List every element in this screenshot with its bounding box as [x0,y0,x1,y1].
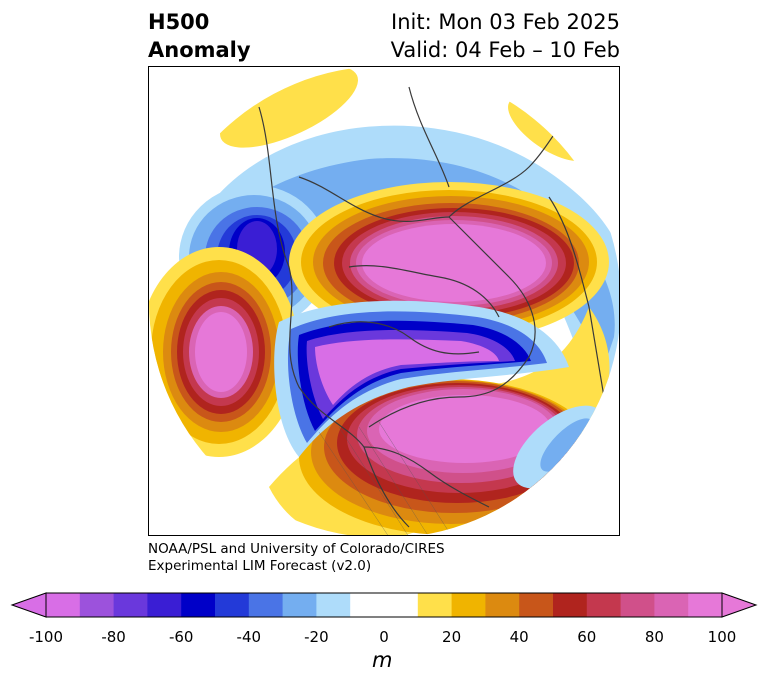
colorbar-cells [46,593,723,617]
colorbar-cell [215,593,250,617]
colorbar-cell [654,593,689,617]
colorbar-cell [384,593,419,617]
colorbar-tick-label: 80 [644,628,664,646]
colorbar-cell [46,593,81,617]
colorbar-cell [519,593,554,617]
colorbar-cell [586,593,622,617]
colorbar-cell [248,593,284,617]
atlantic-low [513,405,605,489]
anomaly-map [148,66,620,536]
central-trough [274,300,569,457]
colorbar [10,592,758,618]
north-pacific-high [220,67,358,148]
colorbar-unit: m [372,648,393,672]
colorbar-cell [147,593,182,617]
title-left: H500 Anomaly [148,8,251,64]
title-variable: H500 [148,10,210,34]
valid-range: Valid: 04 Feb – 10 Feb [390,38,620,62]
colorbar-tick-label: 60 [577,628,597,646]
grid-lines [318,421,450,535]
colorbar-tick-label: -60 [168,628,194,646]
colorbar-cell [113,593,148,617]
colorbar-cell [350,593,385,617]
colorbar-tick-label: -80 [101,628,126,646]
colorbar-border [45,592,723,618]
colorbar-tick-label: 40 [509,628,529,646]
colorbar-cell [485,593,520,617]
colorbar-tick-label: 100 [707,628,737,646]
contour-field [149,67,619,535]
colorbar-tick-label: -100 [28,628,64,646]
coastlines [258,86,605,528]
colorbar-tick-label: -40 [236,628,262,646]
credit-line2: Experimental LIM Forecast (v2.0) [148,558,372,574]
colorbar-cell [316,593,351,617]
colorbar-right-arrow [721,592,758,618]
colorbar-cell [451,593,486,617]
colorbar-cell [620,593,655,617]
colorbar-cell [282,593,317,617]
colorbar-tick-label: 0 [379,628,389,646]
colorbar-cell [417,593,453,617]
arctic-high [289,182,609,342]
colorbar-cell [553,593,588,617]
colorbar-cell [79,593,115,617]
credit: NOAA/PSL and University of Colorado/CIRE… [148,541,445,575]
pacific-high [149,247,299,457]
init-date: Init: Mon 03 Feb 2025 [391,10,620,34]
title-right: Init: Mon 03 Feb 2025 Valid: 04 Feb – 10… [391,8,620,64]
anomaly-map-svg [149,67,619,535]
colorbar-cell [181,593,216,617]
title-field: Anomaly [148,38,251,62]
credit-line1: NOAA/PSL and University of Colorado/CIRE… [148,541,445,557]
colorbar-cell [688,593,723,617]
colorbar-tick-label: 20 [442,628,462,646]
colorbar-left-arrow [10,592,47,618]
colorbar-tick-label: -20 [304,628,329,646]
